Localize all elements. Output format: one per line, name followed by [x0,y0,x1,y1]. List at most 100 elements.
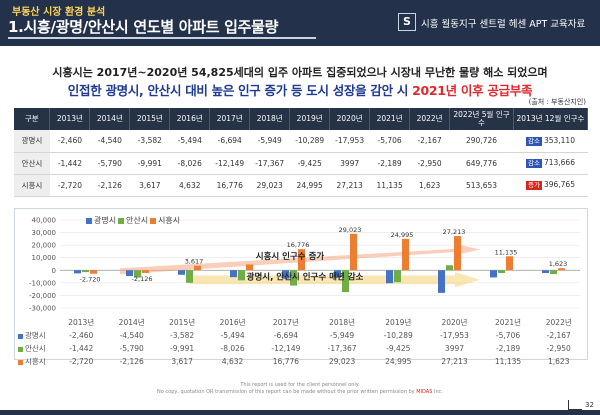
table-cell: 3997 [329,152,370,175]
legend-swatch [118,217,124,224]
table-cell: -4,540 [89,130,130,153]
column-header: 2022년 5월 인구수 [449,108,514,130]
chart-bar-시흥시 [298,249,305,271]
legend-item-ansan: 안산시 [118,215,148,226]
legend-label: 안산시 [126,216,149,225]
summary-line-2: 인접한 광명시, 안산시 대비 높은 인구 증가 등 도시 성장을 감안 시 2… [0,80,600,99]
table-cell: 4,632 [169,174,210,197]
chart-bar-시흥시 [454,236,461,271]
supply-table: 구분 2013년 2014년 2015년 2016년 2017년 2018년 2019년 202… [14,108,589,197]
population-value: 396,765 [543,180,575,189]
y-tick-label: -10,000 [29,279,56,287]
x-tick-label: 2017년 [272,318,299,327]
page-title: 1.시흥/광명/안산시 연도별 아파트 입주물량 [8,18,279,36]
summary-highlight: 2021년 이후 공급부족 [412,83,533,98]
table-cell: -8,026 [169,152,210,175]
data-label: 3,617 [185,258,204,266]
footer-disclaimer: This report is used for the client perso… [0,382,600,396]
legend-label: 시흥시 [158,216,181,225]
footer-brand: MIDAS [416,389,433,395]
table-cell: -2,720 [49,174,90,197]
series-label: 시흥시 [18,355,56,368]
x-tick-label: 2020년 [441,318,468,327]
table-cell: -6,694 [209,130,250,153]
y-tick-label: 0 [52,267,56,275]
table-row: 시흥시 -2,720 -2,126 3,617 4,632 16,776 29,023 24,… [14,174,588,197]
series-name: 광명시 [25,331,46,340]
annotation-increase: 시흥시 인구수 증가 [256,251,325,262]
footer-text: No copy, quotation OR transmission of th… [157,389,417,395]
chart-table-cell: -9,425 [386,344,411,353]
summary-line-1: 시흥시는 2017년~2020년 54,825세대의 입주 아파트 집중되었으나… [52,66,548,79]
chart-table-cell: -2,950 [546,344,571,353]
column-header: 2014년 [89,108,131,130]
table-cell: -2,460 [49,130,90,153]
chart-table-cell: -5,949 [330,331,355,340]
column-header: 2019년 [289,108,331,130]
chart-bar-안산시 [394,270,401,283]
table-cell: -5,949 [249,130,290,153]
footer-line-1: This report is used for the client perso… [240,382,360,388]
bottom-bar [0,410,600,415]
table-cell: -9,991 [129,152,170,175]
chart-table-cell: -17,367 [327,344,357,353]
chart-table-cell: -8,026 [220,344,245,353]
y-tick-label: -30,000 [29,305,56,313]
table-cell: 290,726 [449,130,514,153]
trend-badge: 감소 [525,159,542,168]
series-swatch [18,333,23,339]
table-cell: -2,950 [409,152,450,175]
chart-table-cell: -5,706 [495,331,521,340]
table-cell: 649,776 [449,152,514,175]
column-header: 2017년 [209,108,251,130]
series-label: 광명시 [18,329,56,342]
data-label: 11,135 [495,248,518,256]
table-cell: -10,289 [289,130,330,153]
chart-table-cell: -4,540 [119,331,144,340]
chart-bar-광명시 [386,270,393,284]
table-row: 광명시 -2,460 -4,540 -3,582 -5,494 -6,694 -5,949-… [14,130,588,153]
series-label: 안산시 [18,342,56,355]
legend-label: 광명시 [94,216,117,225]
x-tick-label: 2018년 [329,318,356,327]
population-value: 713,666 [543,158,575,167]
x-tick-label: 2013년 [68,318,95,327]
chart-bar-시흥시 [402,238,409,271]
table-cell: 1,623 [409,174,450,197]
y-tick-label: -20,000 [29,292,56,300]
chart-table-cell: -12,149 [271,344,301,353]
data-label: 1,623 [549,260,568,268]
chart-table-cell: -5,790 [119,344,144,353]
chart-table-row: 시흥시 -2,720 -2,126 3,617 4,632 16,776 29,023 24,… [18,355,584,368]
table-cell: -1,442 [49,152,90,175]
chart-table-cell: -2,189 [495,344,521,353]
chart-bar-안산시 [134,270,141,278]
table-cell: -2,126 [89,174,130,197]
chart-table-cell: -6,694 [273,331,298,340]
chart-bar-시흥시 [194,265,201,271]
chart-table-cell: -10,289 [383,331,413,340]
chart-data-table: 2013년 2014년 2015년 2016년 2017년 2018년 2019년 2020년… [18,316,584,368]
column-header: 2015년 [129,108,171,130]
x-tick-label: 2014년 [118,318,145,327]
data-label: 27,213 [443,228,466,236]
chart-table-cell: -2,460 [69,331,94,340]
source-note: (출처 : 부동산지인) [528,98,586,106]
chart-frame [14,208,588,360]
chart-bar-안산시 [498,270,505,274]
series-name: 시흥시 [25,357,46,366]
chart-bar-광명시 [438,270,445,293]
row-label: 시흥시 [14,174,50,197]
table-cell: -9,425 [289,152,330,175]
company-logo-icon: S [398,13,416,31]
chart-table-cell: 1,623 [548,357,570,366]
legend-item-gwangmyeong: 광명시 [86,215,116,226]
column-header: 2020년 [329,108,371,130]
footer-text-end: Inc. [432,389,443,395]
x-tick-label: 2015년 [169,318,196,327]
table-cell: -2,167 [409,130,450,153]
chart-table-cell: 4,632 [221,357,244,366]
chart-bar-광명시 [334,270,341,278]
chart-bar-시흥시 [90,270,97,274]
chart-bar-광명시 [178,270,185,275]
